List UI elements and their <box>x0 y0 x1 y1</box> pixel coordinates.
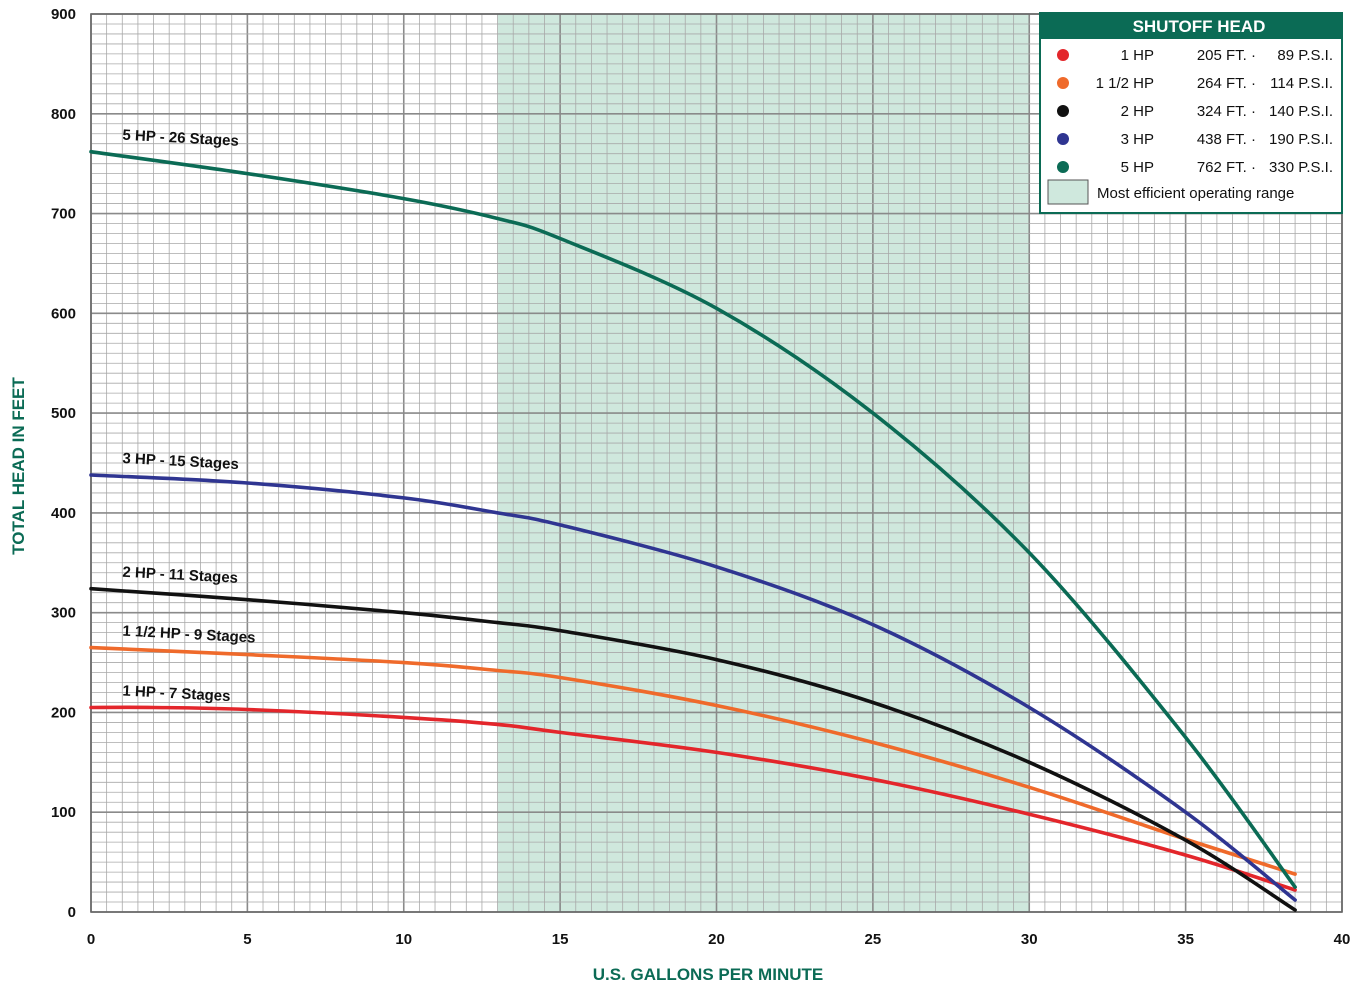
legend-range-label: Most efficient operating range <box>1097 185 1294 202</box>
x-tick-label: 15 <box>552 931 569 948</box>
legend-feet: 264 FT. · <box>1197 75 1256 92</box>
legend-hp: 5 HP <box>1121 159 1154 176</box>
legend-marker <box>1057 161 1069 173</box>
legend-title-bar <box>1040 13 1342 39</box>
x-tick-label: 40 <box>1334 931 1351 948</box>
series-label: 1 1/2 HP - 9 Stages <box>122 623 256 647</box>
series-label: 5 HP - 26 Stages <box>122 127 239 150</box>
legend-marker <box>1057 105 1069 117</box>
x-axis-title: U.S. GALLONS PER MINUTE <box>593 965 823 984</box>
legend-title: SHUTOFF HEAD <box>1133 17 1266 36</box>
y-tick-label: 800 <box>51 106 76 123</box>
y-tick-label: 500 <box>51 405 76 422</box>
x-tick-label: 25 <box>865 931 882 948</box>
legend-hp: 1 HP <box>1121 47 1154 64</box>
y-tick-label: 300 <box>51 605 76 622</box>
series-line-1-1-2-hp <box>89 645 1297 876</box>
legend-marker <box>1057 77 1069 89</box>
legend-marker <box>1057 133 1069 145</box>
legend-psi: 190 P.S.I. <box>1269 131 1333 148</box>
series-label: 3 HP - 15 Stages <box>122 450 239 473</box>
x-tick-label: 20 <box>708 931 725 948</box>
x-tick-label: 5 <box>243 931 251 948</box>
legend-feet: 205 FT. · <box>1197 47 1256 64</box>
legend-box <box>1039 12 1343 214</box>
x-tick-label: 35 <box>1177 931 1194 948</box>
legend-hp: 2 HP <box>1121 103 1154 120</box>
legend: SHUTOFF HEAD 1 HP 205 FT. · 89 P.S.I. 1 1/2… <box>1039 12 1343 214</box>
series-label: 2 HP - 11 Stages <box>122 564 238 587</box>
legend-hp: 3 HP <box>1121 131 1154 148</box>
series-line-1-hp <box>89 705 1297 892</box>
legend-psi: 89 P.S.I. <box>1277 47 1333 64</box>
y-tick-label: 700 <box>51 206 76 223</box>
x-tick-label: 0 <box>87 931 95 948</box>
y-tick-label: 0 <box>68 904 76 921</box>
legend-hp: 1 1/2 HP <box>1096 75 1154 92</box>
plot-frame <box>90 13 1343 913</box>
y-tick-label: 900 <box>51 6 76 23</box>
legend-feet: 438 FT. · <box>1197 131 1256 148</box>
legend-psi: 114 P.S.I. <box>1270 75 1333 92</box>
x-tick-label: 30 <box>1021 931 1038 948</box>
legend-psi: 140 P.S.I. <box>1269 103 1333 120</box>
series-line-5-hp <box>89 149 1297 889</box>
x-tick-label: 10 <box>395 931 412 948</box>
series-line-2-hp <box>89 586 1297 912</box>
legend-psi: 330 P.S.I. <box>1269 159 1333 176</box>
y-tick-label: 100 <box>51 804 76 821</box>
legend-marker <box>1057 49 1069 61</box>
legend-feet: 762 FT. · <box>1197 159 1256 176</box>
y-axis-title: TOTAL HEAD IN FEET <box>9 377 28 555</box>
legend-feet: 324 FT. · <box>1197 103 1256 120</box>
series-label: 1 HP - 7 Stages <box>122 682 231 705</box>
legend-range-swatch <box>1047 179 1089 205</box>
y-tick-label: 200 <box>51 704 76 721</box>
y-tick-label: 400 <box>51 505 76 522</box>
series-line-3-hp <box>89 473 1297 902</box>
y-tick-label: 600 <box>51 305 76 322</box>
